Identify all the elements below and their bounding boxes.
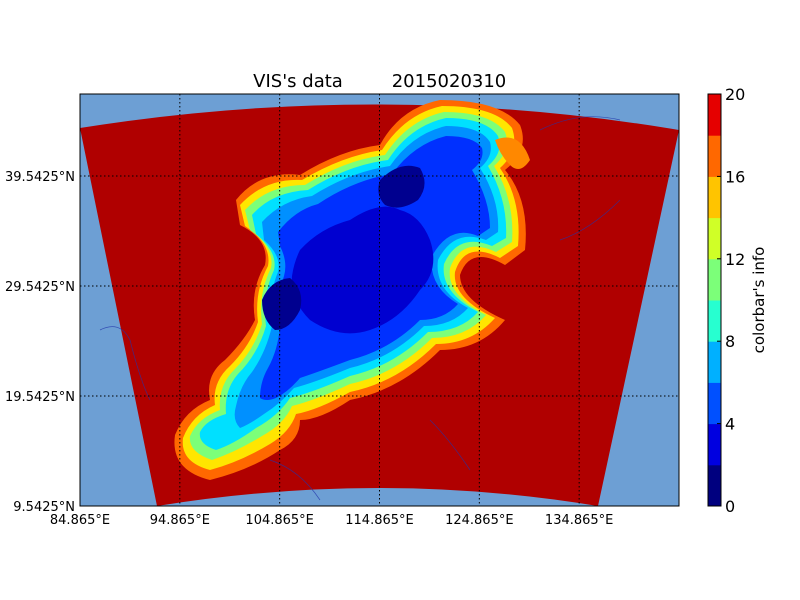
colorbar-tick-label: 12 [725, 250, 745, 269]
y-tick-labels: 9.5425°N 19.5425°N 29.5425°N 39.5425°N [5, 170, 75, 515]
x-tick-label: 124.865°E [445, 513, 513, 528]
x-tick-label: 134.865°E [545, 513, 613, 528]
colorbar-frame [707, 93, 722, 507]
colorbar-segment [708, 217, 721, 260]
colorbar-tick-label: 4 [725, 415, 735, 434]
chart-title-main: VIS's data [253, 71, 343, 92]
colorbar-segment [708, 300, 721, 342]
visibility-contours [174, 100, 530, 480]
axes-frame [79, 93, 680, 507]
contour-darkest [262, 278, 302, 330]
colorbar-segment [708, 94, 721, 136]
colorbar: 0 4 8 12 16 20 [707, 85, 745, 516]
map-area [80, 94, 679, 506]
colorbar-segment [708, 176, 721, 219]
contour-east-strip [495, 137, 530, 169]
y-tick-label: 39.5425°N [5, 170, 75, 185]
colorbar-segment [708, 464, 721, 507]
colorbar-tick-label: 16 [725, 167, 745, 186]
colorbar-segment [708, 423, 721, 466]
x-tick-label: 84.865°E [50, 513, 110, 528]
colorbar-segment [708, 382, 721, 425]
colorbar-tick-label: 8 [725, 332, 735, 351]
x-tick-label: 114.865°E [345, 513, 413, 528]
y-tick-label: 29.5425°N [5, 280, 75, 295]
contour-dark-blue [291, 206, 434, 334]
colorbar-label: colorbar's info [750, 247, 768, 354]
colorbar-segment [708, 341, 721, 383]
chart-title-date: 2015020310 [392, 71, 507, 92]
y-tick-label: 19.5425°N [5, 390, 75, 405]
grid-lines [80, 94, 679, 506]
x-tick-labels: 84.865°E 94.865°E 104.865°E 114.865°E 124.86… [50, 513, 614, 528]
colorbar-tick-label: 20 [725, 85, 745, 104]
coastlines [99, 116, 621, 501]
y-tick-label: 9.5425°N [13, 500, 75, 515]
colorbar-tick-label: 0 [725, 497, 735, 516]
x-tick-label: 94.865°E [150, 513, 210, 528]
colorbar-segment [708, 135, 721, 177]
x-tick-label: 104.865°E [245, 513, 313, 528]
colorbar-segment [708, 258, 721, 301]
